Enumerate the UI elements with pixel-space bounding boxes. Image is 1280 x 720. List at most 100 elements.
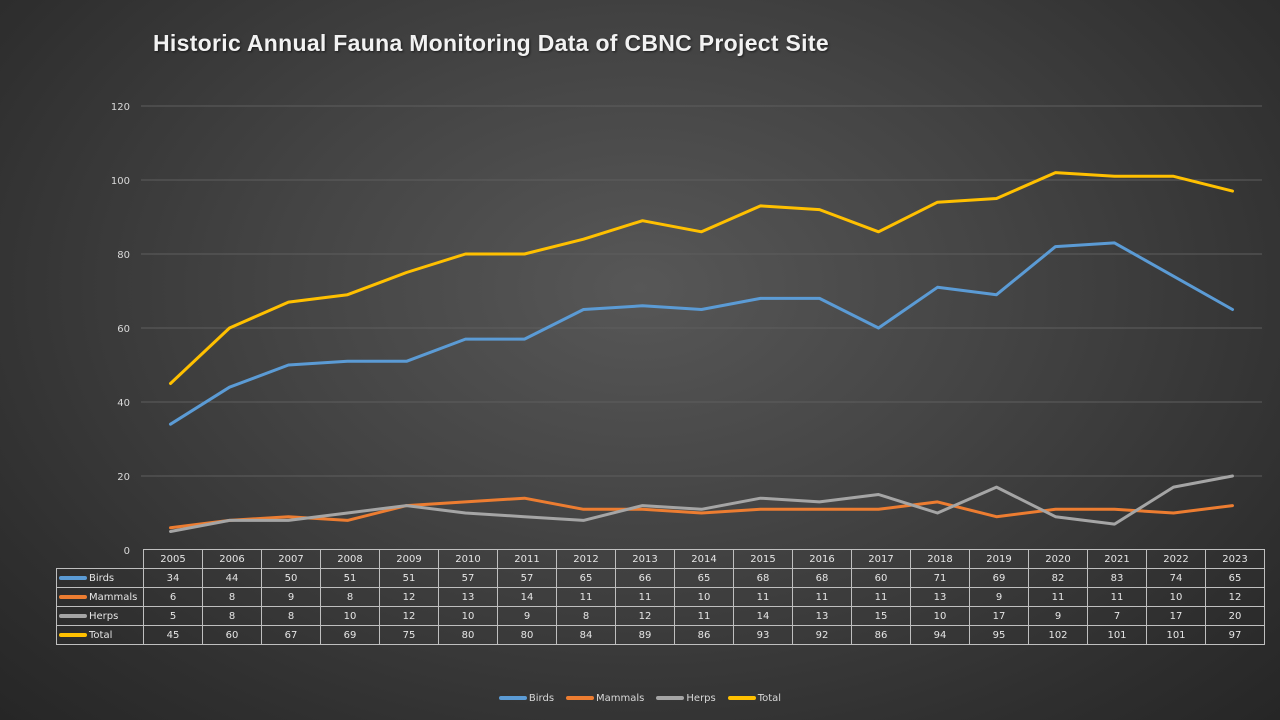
- y-tick-label: 80: [117, 250, 130, 261]
- year-header: 2009: [379, 549, 439, 569]
- table-cell: 57: [438, 568, 498, 588]
- table-cell: 101: [1146, 625, 1206, 645]
- table-cell: 60: [851, 568, 911, 588]
- table-cell: 8: [261, 606, 321, 626]
- y-tick-label: 40: [117, 398, 130, 409]
- series-line-herps: [169, 474, 1234, 533]
- year-header: 2010: [438, 549, 498, 569]
- table-cell: 13: [792, 606, 852, 626]
- table-corner: [56, 549, 144, 569]
- table-cell: 65: [674, 568, 734, 588]
- table-cell: 68: [792, 568, 852, 588]
- year-header: 2012: [556, 549, 616, 569]
- table-cell: 11: [1028, 587, 1088, 607]
- table-cell: 10: [910, 606, 970, 626]
- legend-label: Mammals: [596, 693, 645, 704]
- table-cell: 17: [969, 606, 1029, 626]
- table-cell: 11: [1087, 587, 1147, 607]
- table-row-mammals: Mammals 6 8 9 8 12 13 14 11 11 10 11 11 11 13 9 11 11 10 12: [56, 587, 1265, 607]
- table-cell: 8: [202, 587, 262, 607]
- table-cell: 12: [379, 587, 439, 607]
- table-cell: 5: [143, 606, 203, 626]
- year-header: 2017: [851, 549, 911, 569]
- row-label: Birds: [89, 572, 115, 584]
- table-cell: 9: [1028, 606, 1088, 626]
- table-cell: 95: [969, 625, 1029, 645]
- year-header: 2020: [1028, 549, 1088, 569]
- table-cell: 13: [438, 587, 498, 607]
- table-cell: 17: [1146, 606, 1206, 626]
- table-cell: 9: [261, 587, 321, 607]
- table-cell: 74: [1146, 568, 1206, 588]
- legend-key-icon: [59, 632, 87, 637]
- table-row-total: Total 45 60 67 69 75 80 80 84 89 86 93 92 86 94 95 102 10…: [56, 625, 1265, 645]
- table-cell: 50: [261, 568, 321, 588]
- row-header: Herps: [56, 606, 144, 626]
- table-cell: 83: [1087, 568, 1147, 588]
- table-cell: 68: [733, 568, 793, 588]
- table-cell: 75: [379, 625, 439, 645]
- table-cell: 89: [615, 625, 675, 645]
- table-cell: 66: [615, 568, 675, 588]
- year-header: 2023: [1205, 549, 1265, 569]
- year-header: 2011: [497, 549, 557, 569]
- table-cell: 11: [556, 587, 616, 607]
- year-header: 2016: [792, 549, 852, 569]
- data-table: 2005 2006 2007 2008 2009 2010 2011 2012 2013 2014…: [56, 549, 1265, 645]
- table-cell: 67: [261, 625, 321, 645]
- table-cell: 51: [320, 568, 380, 588]
- y-tick-label: 20: [117, 472, 130, 483]
- table-cell: 86: [674, 625, 734, 645]
- series-line-total: [169, 171, 1234, 385]
- table-cell: 65: [556, 568, 616, 588]
- year-header: 2021: [1087, 549, 1147, 569]
- row-header: Total: [56, 625, 144, 645]
- legend-item-birds: Birds: [498, 693, 555, 704]
- legend-label: Total: [757, 693, 782, 704]
- y-tick-label: 60: [117, 324, 130, 335]
- series-lines: [169, 171, 1234, 533]
- legend-key-icon: [59, 594, 87, 599]
- table-cell: 10: [320, 606, 380, 626]
- table-cell: 11: [851, 587, 911, 607]
- table-cell: 10: [438, 606, 498, 626]
- table-row-herps: Herps 5 8 8 10 12 10 9 8 12 11 14 13 15 10 17 9 7 17 20: [56, 606, 1265, 626]
- table-cell: 82: [1028, 568, 1088, 588]
- table-cell: 10: [674, 587, 734, 607]
- table-cell: 10: [1146, 587, 1206, 607]
- year-header: 2022: [1146, 549, 1206, 569]
- legend-label: Herps: [686, 693, 716, 704]
- series-line-birds: [169, 241, 1234, 426]
- table-cell: 20: [1205, 606, 1265, 626]
- table-cell: 11: [792, 587, 852, 607]
- table-cell: 11: [674, 606, 734, 626]
- row-label: Total: [89, 629, 113, 641]
- table-cell: 34: [143, 568, 203, 588]
- table-cell: 12: [615, 606, 675, 626]
- table-cell: 80: [438, 625, 498, 645]
- table-cell: 93: [733, 625, 793, 645]
- table-cell: 45: [143, 625, 203, 645]
- year-header: 2018: [910, 549, 970, 569]
- legend-key-icon: [59, 613, 87, 618]
- table-cell: 11: [615, 587, 675, 607]
- table-cell: 12: [1205, 587, 1265, 607]
- table-cell: 14: [733, 606, 793, 626]
- row-label: Herps: [89, 610, 119, 622]
- table-cell: 8: [556, 606, 616, 626]
- table-cell: 102: [1028, 625, 1088, 645]
- table-header-row: 2005 2006 2007 2008 2009 2010 2011 2012 2013 2014…: [56, 549, 1265, 569]
- y-tick-label: 100: [111, 176, 130, 187]
- y-tick-label: 120: [111, 102, 130, 113]
- row-header: Birds: [56, 568, 144, 588]
- legend-line-icon: [566, 696, 595, 700]
- table-cell: 14: [497, 587, 557, 607]
- legend-item-mammals: Mammals: [566, 693, 644, 704]
- legend-label: Birds: [528, 693, 555, 704]
- row-label: Mammals: [89, 591, 138, 603]
- table-cell: 69: [969, 568, 1029, 588]
- gridlines: [141, 105, 1262, 477]
- legend-key-icon: [59, 575, 87, 580]
